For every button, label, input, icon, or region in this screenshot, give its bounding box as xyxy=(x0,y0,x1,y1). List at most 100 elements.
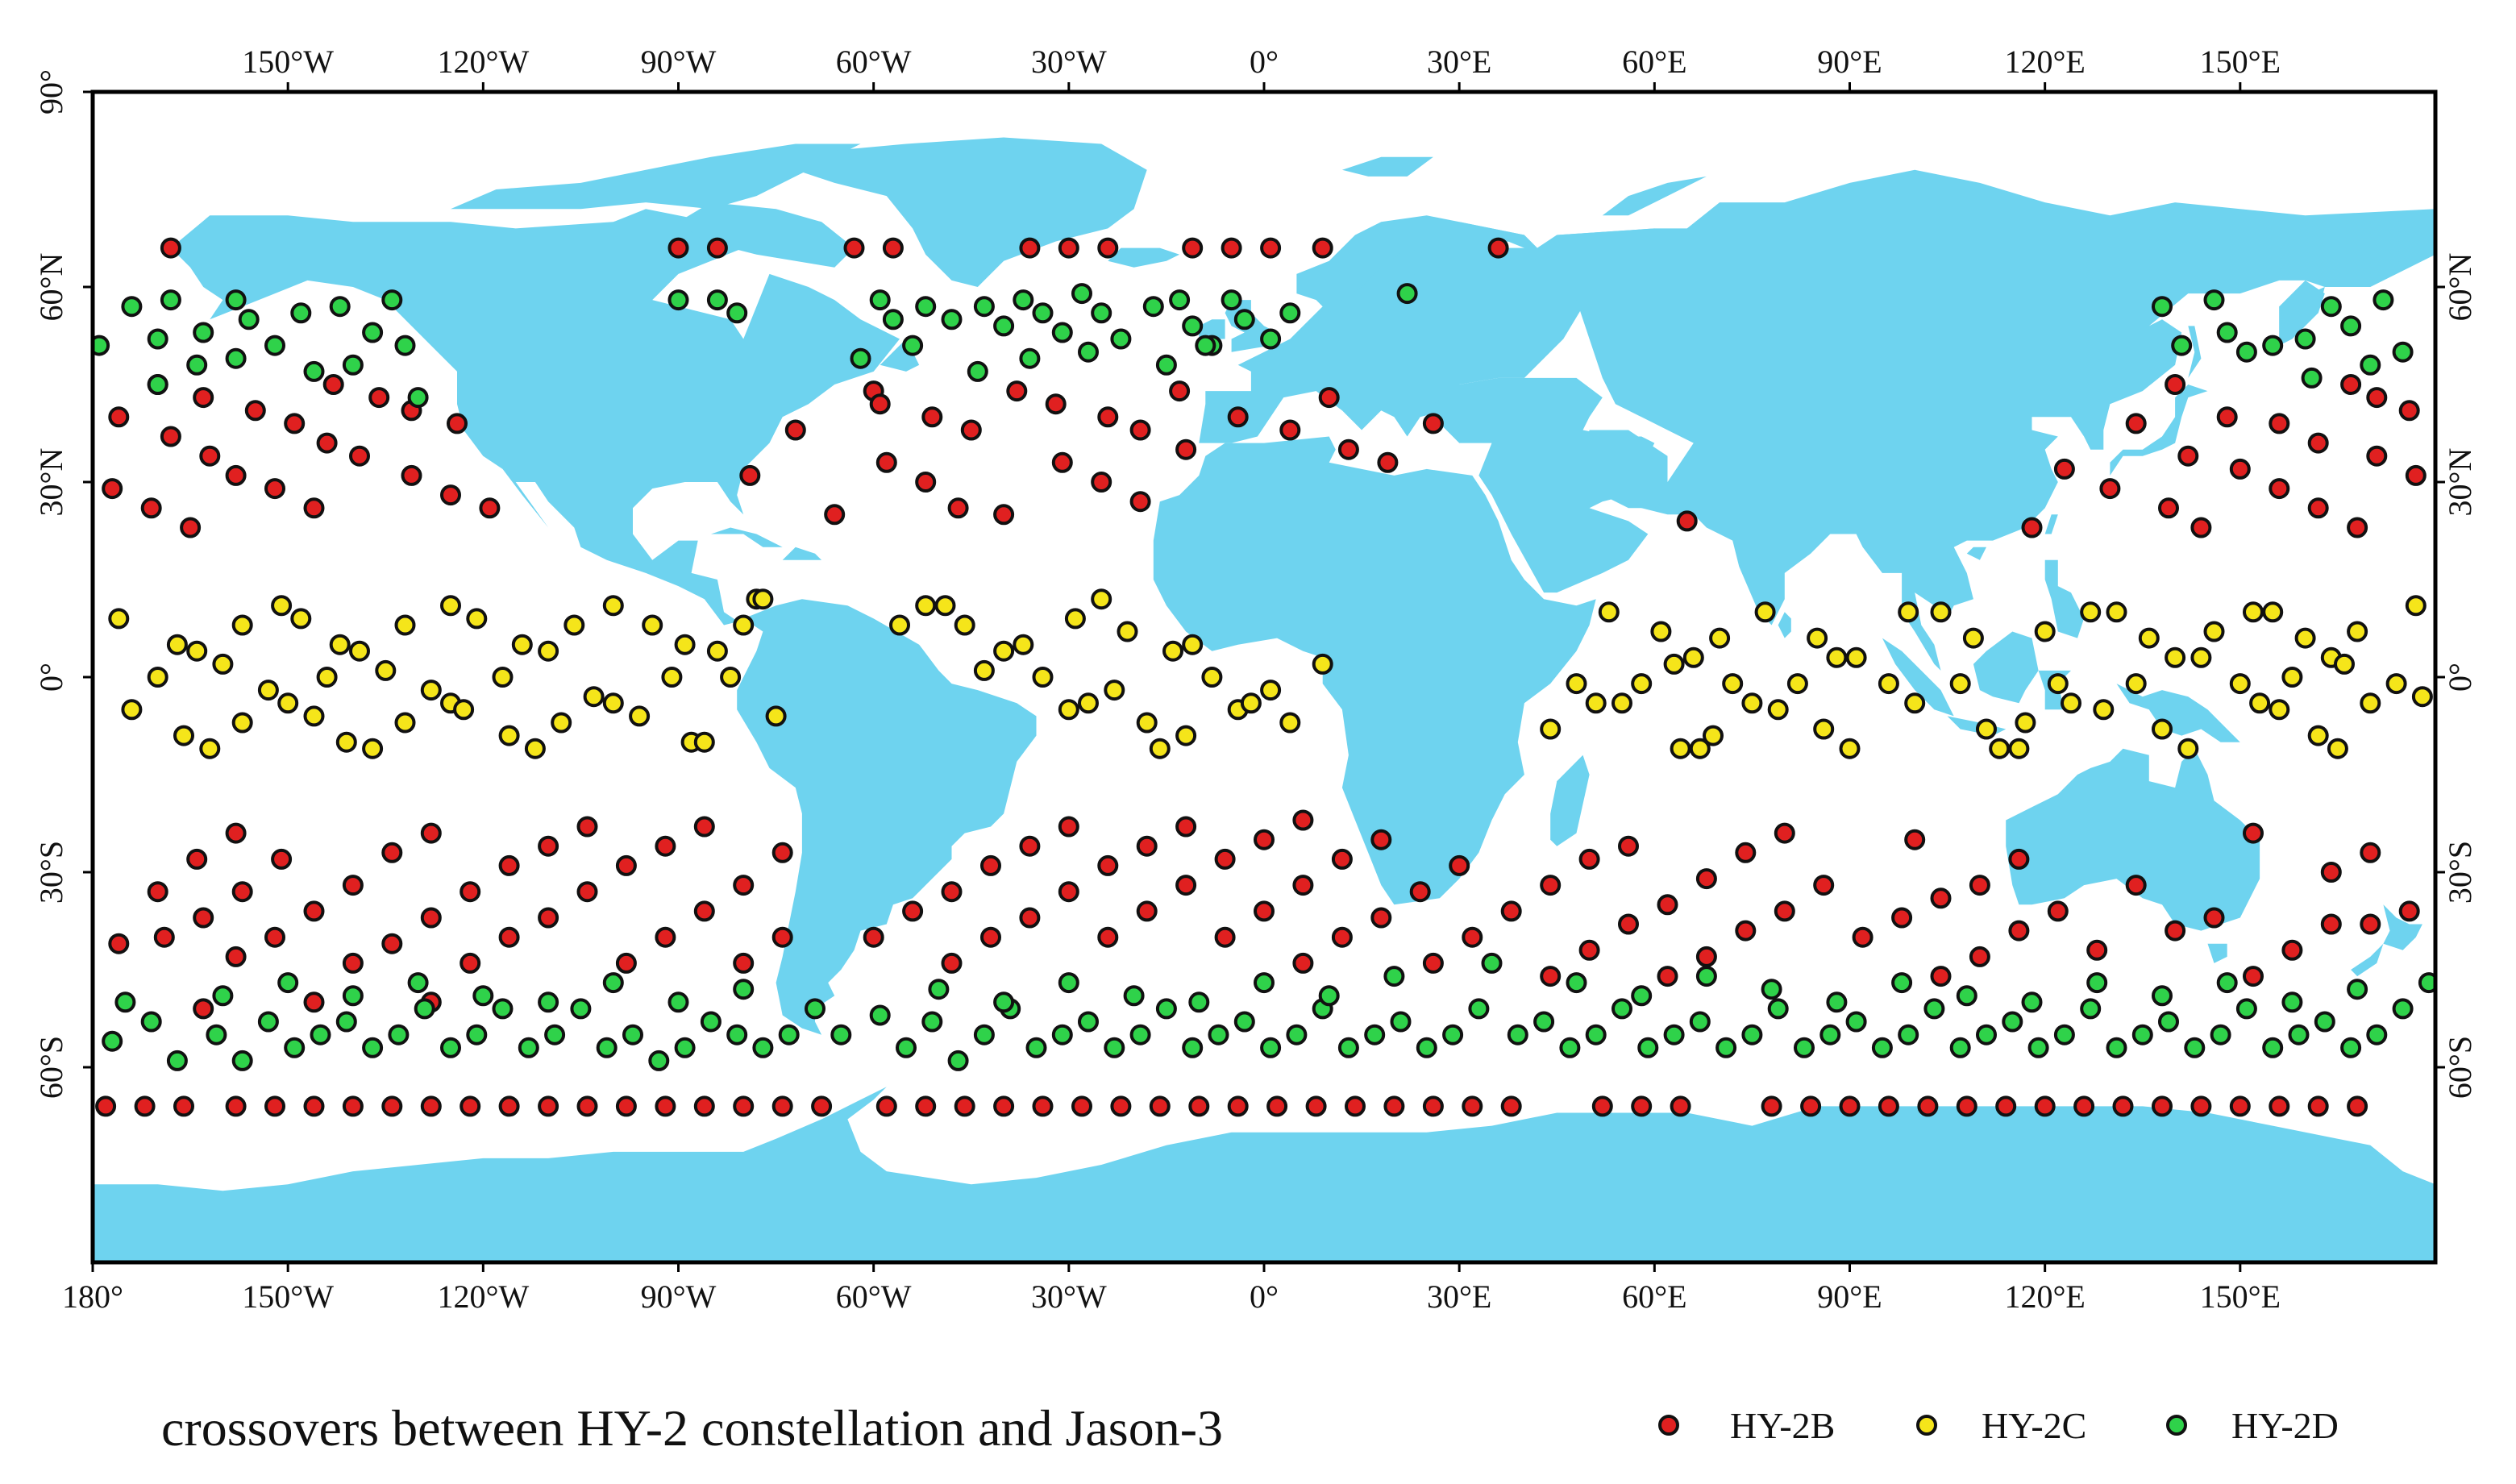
crossover-point-hy-2c xyxy=(375,659,397,681)
crossover-point-hy-2b xyxy=(2203,907,2225,929)
crossover-point-hy-2c xyxy=(2229,673,2251,695)
crossover-point-hy-2b xyxy=(875,1095,897,1117)
crossover-point-hy-2c xyxy=(1312,653,1333,675)
x-tick-label-bottom: 150°W xyxy=(242,1278,334,1315)
crossover-point-hy-2d xyxy=(850,347,871,369)
crossover-point-hy-2b xyxy=(381,1095,403,1117)
land-arctic-canada xyxy=(451,143,861,210)
crossover-point-hy-2c xyxy=(335,731,357,753)
crossover-point-hy-2d xyxy=(492,998,514,1020)
crossover-point-hy-2d xyxy=(121,296,143,318)
series-hy-2d xyxy=(93,283,2435,1071)
crossover-point-hy-2b xyxy=(271,848,293,870)
crossover-point-hy-2b xyxy=(739,464,761,486)
crossover-point-hy-2b xyxy=(882,237,904,259)
crossover-point-hy-2d xyxy=(993,991,1015,1013)
crossover-point-hy-2d xyxy=(1104,1037,1125,1058)
crossover-point-hy-2b xyxy=(980,854,1001,876)
crossover-point-hy-2d xyxy=(1279,302,1301,324)
crossover-point-hy-2b xyxy=(1761,1095,1782,1117)
crossover-point-hy-2d xyxy=(2366,1024,2388,1045)
crossover-point-hy-2b xyxy=(193,907,214,929)
crossover-point-hy-2d xyxy=(264,335,285,356)
crossover-point-hy-2b xyxy=(1904,829,1926,850)
crossover-point-hy-2d xyxy=(1051,1024,1073,1045)
crossover-point-hy-2b xyxy=(1670,1095,1691,1117)
crossover-point-hy-2b xyxy=(1878,1095,1899,1117)
crossover-point-hy-2d xyxy=(2210,1024,2231,1045)
crossover-point-hy-2d xyxy=(2392,998,2414,1020)
crossover-point-hy-2c xyxy=(1976,718,1997,740)
crossover-point-hy-2b xyxy=(1136,835,1158,857)
x-tick-label-top: 60°E xyxy=(1622,44,1686,80)
crossover-point-hy-2c xyxy=(602,595,624,617)
crossover-point-hy-2d xyxy=(648,1050,670,1071)
crossover-point-hy-2b xyxy=(420,822,442,844)
y-tick-label-right: 30°N xyxy=(2442,448,2478,517)
crossover-point-hy-2c xyxy=(2249,692,2271,714)
crossover-point-hy-2d xyxy=(1254,972,1275,994)
y-tick-label-left: 30°N xyxy=(33,448,69,517)
crossover-point-hy-2c xyxy=(661,667,683,688)
crossover-point-hy-2c xyxy=(231,614,253,636)
crossover-point-hy-2c xyxy=(1585,692,1607,714)
crossover-point-hy-2d xyxy=(225,289,247,311)
crossover-point-hy-2b xyxy=(1695,946,1717,967)
land-kamchatka xyxy=(2279,280,2325,346)
crossover-point-hy-2c xyxy=(1182,634,1204,655)
crossover-point-hy-2d xyxy=(407,387,429,409)
crossover-point-hy-2b xyxy=(2099,478,2121,500)
crossover-point-hy-2c xyxy=(1260,680,1282,701)
land-ireland xyxy=(1199,319,1225,339)
crossover-point-hy-2b xyxy=(1254,829,1275,850)
crossover-point-hy-2d xyxy=(329,296,351,318)
crossover-point-hy-2b xyxy=(1800,1095,1822,1117)
crossover-point-hy-2b xyxy=(1227,1095,1249,1117)
crossover-point-hy-2c xyxy=(1878,673,1899,695)
x-tick-label-bottom: 30°E xyxy=(1427,1278,1491,1315)
crossover-point-hy-2b xyxy=(1917,1095,1939,1117)
crossover-point-hy-2d xyxy=(941,309,963,330)
crossover-point-hy-2c xyxy=(1611,692,1632,714)
crossover-point-hy-2b xyxy=(2125,875,2147,896)
crossover-point-hy-2b xyxy=(1930,966,1952,987)
crossover-point-hy-2b xyxy=(1383,1095,1405,1117)
crossover-point-hy-2b xyxy=(342,875,364,896)
crossover-point-hy-2c xyxy=(199,738,221,759)
crossover-point-hy-2b xyxy=(1813,875,1835,896)
crossover-point-hy-2d xyxy=(1142,296,1164,318)
crossover-point-hy-2d xyxy=(1585,1024,1607,1045)
crossover-point-hy-2b xyxy=(153,926,175,948)
crossover-point-hy-2d xyxy=(2027,1037,2049,1058)
crossover-point-hy-2d xyxy=(674,1037,696,1058)
crossover-point-hy-2b xyxy=(733,952,755,974)
crossover-point-hy-2b xyxy=(1409,881,1431,903)
crossover-point-hy-2d xyxy=(902,335,924,356)
crossover-point-hy-2b xyxy=(1695,868,1717,890)
crossover-point-hy-2d xyxy=(147,328,168,350)
crossover-point-hy-2b xyxy=(1500,900,1522,922)
crossover-point-hy-2c xyxy=(2347,621,2368,642)
crossover-point-hy-2c xyxy=(2008,738,2030,759)
crossover-point-hy-2b xyxy=(1266,1095,1288,1117)
x-tick-label-bottom: 60°E xyxy=(1622,1278,1686,1315)
crossover-point-hy-2b xyxy=(1097,854,1119,876)
crossover-point-hy-2b xyxy=(2177,445,2199,467)
crossover-point-hy-2b xyxy=(1182,237,1204,259)
crossover-point-hy-2c xyxy=(2093,699,2115,721)
crossover-point-hy-2d xyxy=(93,335,110,356)
crossover-point-hy-2c xyxy=(538,640,559,662)
crossover-point-hy-2d xyxy=(2340,315,2362,337)
crossover-point-hy-2b xyxy=(2366,387,2388,409)
crossover-point-hy-2b xyxy=(244,400,266,422)
crossover-point-hy-2b xyxy=(1292,952,1314,974)
land-hispaniola xyxy=(782,547,822,560)
crossover-point-hy-2b xyxy=(173,1095,194,1117)
crossover-point-hy-2c xyxy=(1930,601,1952,623)
crossover-point-hy-2b xyxy=(1091,472,1112,493)
crossover-point-hy-2d xyxy=(2106,1037,2127,1058)
crossover-point-hy-2d xyxy=(1976,1024,1997,1045)
crossover-point-hy-2b xyxy=(264,478,285,500)
crossover-point-hy-2d xyxy=(2235,998,2257,1020)
crossover-point-hy-2d xyxy=(1019,347,1041,369)
